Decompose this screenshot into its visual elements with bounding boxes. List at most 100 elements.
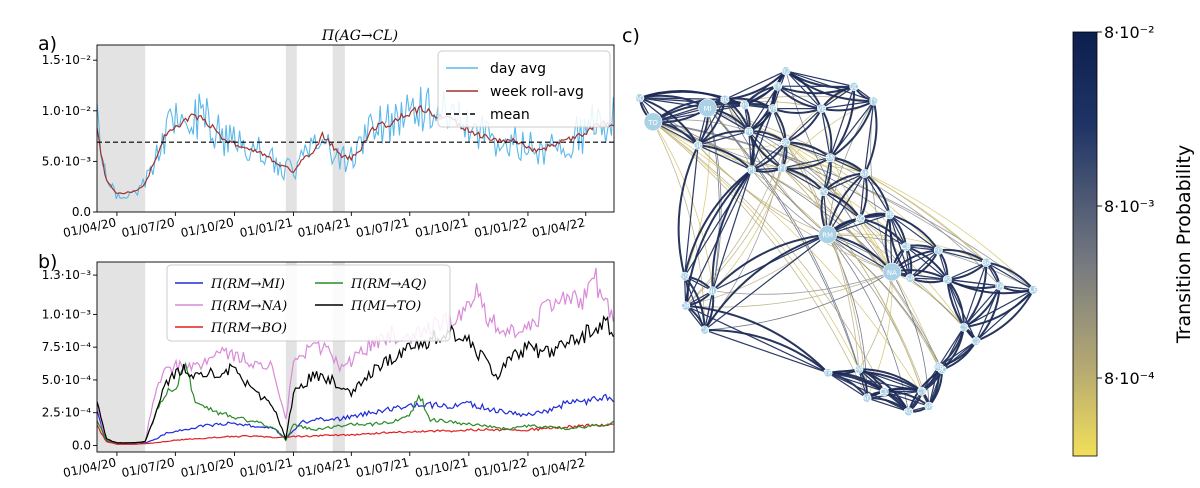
legend-a-entry: day avg <box>490 61 546 77</box>
network-edge <box>686 306 828 373</box>
network-node-label: OR <box>681 302 692 310</box>
x-tick-label: 01/10/20 <box>179 215 235 240</box>
network-node-label: TP <box>823 369 833 377</box>
network-node-label: AG <box>862 394 872 402</box>
network-node-label: SR <box>924 403 933 411</box>
network-node-label: AQ <box>855 215 866 223</box>
x-tick-label: 01/01/21 <box>239 455 295 480</box>
y-tick-label: 1.3·10⁻³ <box>42 268 92 282</box>
network-edges <box>640 71 1034 412</box>
network-node-label: RM <box>822 232 833 240</box>
network-node-label: FG <box>934 247 943 255</box>
network-node-label: GE <box>693 142 703 150</box>
network-node-label: AN <box>860 170 870 178</box>
network-node-label: CL <box>880 388 889 396</box>
series-line <box>97 424 613 444</box>
network-node-label: CB <box>901 243 911 251</box>
colorbar-tick-label: 8·10⁻⁴ <box>1104 369 1154 388</box>
network-node-label: CT <box>917 388 927 396</box>
network-node-label: TA <box>994 282 1004 290</box>
shaded-period <box>286 45 297 212</box>
legend-b: Π(RM→MI) Π(RM→NA) Π(RM→BO) Π(RM→AQ) Π(MI→TO) <box>167 265 450 341</box>
network-node-label: NU <box>707 287 717 295</box>
x-tick-label: 01/04/22 <box>531 215 587 240</box>
network-node-label: SS <box>680 273 689 281</box>
y-tick-label: 7.5·10⁻⁴ <box>42 340 92 354</box>
network-node-label: BS <box>740 101 750 109</box>
network-node-label: TO <box>647 119 658 127</box>
network-node-label: BO <box>780 139 791 147</box>
x-tick-label: 01/01/22 <box>473 455 529 480</box>
network-node-label: CS <box>959 324 969 332</box>
x-tick-label: 01/07/21 <box>355 215 411 240</box>
legend-b-entry: Π(MI→TO) <box>350 299 421 314</box>
network-node-label: RG <box>903 408 913 416</box>
x-tick-label: 01/10/21 <box>414 455 470 480</box>
legend-b-entry: Π(RM→MI) <box>210 277 285 292</box>
panel-a-label: a) <box>38 33 57 55</box>
x-tick-label: 01/10/21 <box>414 215 470 240</box>
network-node-label: UD <box>849 83 860 91</box>
network-node-label: BG <box>720 96 730 104</box>
network-node-label: FI <box>779 164 785 172</box>
network-node-label: TN <box>772 83 783 91</box>
y-tick-label: 1.0·10⁻² <box>42 104 92 118</box>
y-tick-label: 0.0 <box>72 438 91 452</box>
network-edge <box>976 286 1000 341</box>
network-node-label: VE <box>817 105 826 113</box>
legend-b-entry: Π(RM→NA) <box>210 299 287 314</box>
network-node-label: CZ <box>971 337 981 345</box>
panel-a-title: Π(AG→CL) <box>321 28 398 44</box>
network-node-label: RN <box>825 154 835 162</box>
x-tick-label: 01/07/20 <box>120 215 176 240</box>
x-tick-label: 01/04/21 <box>296 215 352 240</box>
panel-b-plot: 0.0 2.5·10⁻⁴ 5.0·10⁻⁴ 7.5·10⁻⁴ 1.0·10⁻³ 1.3·1… <box>42 262 614 480</box>
colorbar-tick-label: 8·10⁻³ <box>1104 197 1154 216</box>
network-node-label: BZ <box>781 67 791 75</box>
x-tick-label: 01/04/20 <box>62 455 118 480</box>
network-node-label: VR <box>768 105 778 113</box>
network-node-label: AO <box>635 94 646 102</box>
x-tick-label: 01/04/22 <box>531 455 587 480</box>
y-tick-label: 5.0·10⁻⁴ <box>42 373 92 387</box>
legend-b-entry: Π(RM→AQ) <box>350 277 427 292</box>
network-node-label: NA <box>887 269 897 277</box>
series-line <box>97 395 613 445</box>
network-node-label: BA <box>981 259 991 267</box>
colorbar-ticks: 8·10⁻² 8·10⁻³ 8·10⁻⁴ <box>1097 23 1154 388</box>
x-tick-label: 01/10/20 <box>179 455 235 480</box>
network-node-label: PR <box>744 128 753 136</box>
legend-b-entry: Π(RM→BO) <box>210 321 287 336</box>
y-tick-label: 2.5·10⁻⁴ <box>42 406 92 420</box>
legend-a-entry: week roll-avg <box>490 84 584 100</box>
x-tick-label: 01/01/22 <box>473 215 529 240</box>
network-node-label: PZ <box>943 276 952 284</box>
colorbar <box>1073 32 1097 456</box>
network-edge <box>865 173 890 214</box>
y-tick-label: 0.0 <box>72 205 91 219</box>
x-tick-label: 01/01/21 <box>239 215 295 240</box>
network-map: MI TO RM NA BS BG VR VE TS TN BZ UD AO GE PR BO RN FI PI PG… <box>635 67 1038 416</box>
colorbar-tick-label: 8·10⁻² <box>1104 23 1154 42</box>
network-node-label: PE <box>885 211 894 219</box>
shaded-period <box>333 45 345 212</box>
panel-c-label: c) <box>622 25 640 47</box>
network-node-label: TS <box>868 98 878 106</box>
network-node-label: PG <box>819 188 829 196</box>
y-tick-label: 1.5·10⁻² <box>42 53 92 67</box>
network-node-label: PI <box>748 166 754 174</box>
network-node-label: LE <box>1029 286 1037 294</box>
network-node-label: MI <box>703 105 711 113</box>
network-node-label: PA <box>855 366 864 374</box>
shaded-period <box>97 45 145 212</box>
y-tick-label: 1.0·10⁻³ <box>42 307 92 321</box>
network-node-label: SA <box>905 274 915 282</box>
colorbar-label: Transition Probability <box>1173 145 1195 344</box>
network-edge <box>705 330 828 373</box>
x-tick-label: 01/07/21 <box>355 455 411 480</box>
network-node-label: ME <box>933 363 943 371</box>
network-node-label: CA <box>700 326 710 334</box>
